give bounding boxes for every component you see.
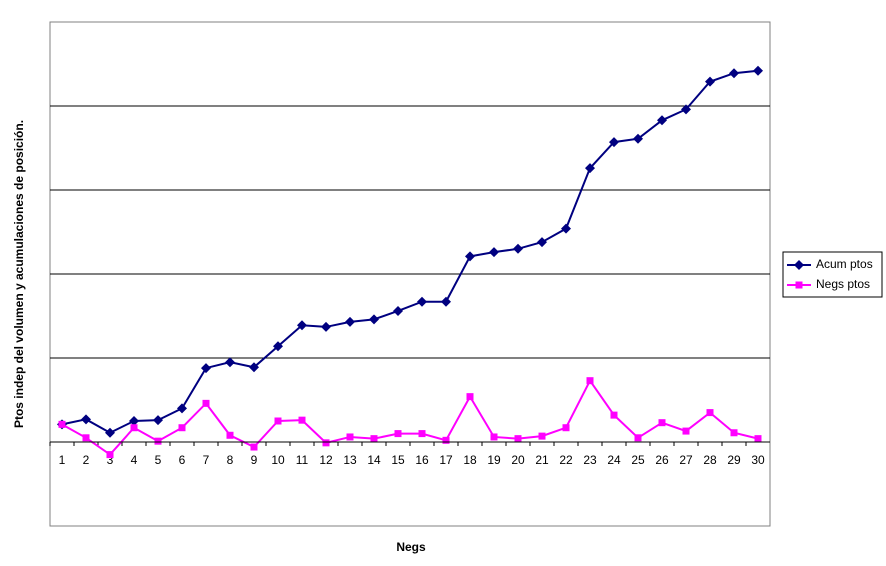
marker	[466, 393, 474, 401]
marker	[442, 436, 450, 444]
x-tick-label: 14	[367, 453, 381, 467]
marker	[610, 411, 618, 419]
marker	[154, 437, 162, 445]
marker	[105, 427, 115, 438]
marker	[705, 76, 715, 87]
marker	[706, 409, 714, 417]
marker	[82, 434, 90, 442]
marker	[586, 377, 594, 385]
marker	[81, 414, 91, 425]
marker	[297, 320, 307, 331]
x-tick-label: 13	[343, 453, 357, 467]
x-tick-label: 23	[583, 453, 597, 467]
x-tick-label: 2	[83, 453, 90, 467]
x-tick-label: 30	[751, 453, 765, 467]
x-tick-label: 3	[107, 453, 114, 467]
x-tick-label: 24	[607, 453, 621, 467]
x-tick-label: 20	[511, 453, 525, 467]
marker	[441, 296, 451, 307]
marker	[369, 314, 379, 325]
marker	[634, 434, 642, 442]
marker	[418, 430, 426, 438]
marker	[346, 433, 354, 441]
x-tick-label: 11	[296, 453, 309, 467]
x-tick-label: 21	[535, 453, 549, 467]
marker	[273, 341, 283, 352]
marker	[58, 420, 66, 428]
marker	[417, 296, 427, 307]
legend-marker	[794, 260, 804, 270]
marker	[514, 435, 522, 443]
marker	[682, 427, 690, 435]
marker	[226, 431, 234, 439]
x-tick-label: 29	[727, 453, 741, 467]
marker	[562, 424, 570, 432]
marker	[394, 430, 402, 438]
marker	[370, 435, 378, 443]
marker	[225, 357, 235, 368]
marker	[153, 415, 163, 426]
x-tick-label: 5	[155, 453, 162, 467]
x-tick-label: 7	[203, 453, 210, 467]
legend	[782, 251, 883, 298]
x-tick-label: 6	[179, 453, 186, 467]
marker	[201, 363, 211, 374]
marker	[753, 65, 763, 76]
x-tick-label: 9	[251, 453, 258, 467]
marker	[298, 416, 306, 424]
marker	[393, 305, 403, 316]
x-tick-label: 17	[439, 453, 453, 467]
marker	[177, 403, 187, 414]
marker	[730, 429, 738, 437]
series-line	[61, 378, 759, 456]
marker	[321, 321, 331, 332]
marker	[657, 115, 667, 126]
x-tick-label: 10	[271, 453, 285, 467]
x-tick-label: 25	[631, 453, 645, 467]
marker	[274, 417, 282, 425]
x-axis-title: Negs	[396, 540, 426, 554]
marker	[538, 432, 546, 440]
marker	[658, 419, 666, 427]
legend-label: Negs ptos	[816, 277, 870, 291]
x-tick-label: 22	[559, 453, 573, 467]
x-tick-label: 1	[59, 453, 66, 467]
marker	[754, 435, 762, 443]
marker	[490, 433, 498, 441]
marker	[609, 137, 619, 148]
legend-marker	[795, 281, 803, 289]
legend-label: Acum ptos	[816, 257, 873, 271]
marker	[489, 247, 499, 258]
marker	[729, 68, 739, 79]
marker	[345, 316, 355, 327]
x-tick-label: 19	[487, 453, 501, 467]
marker	[513, 243, 523, 254]
marker	[633, 133, 643, 144]
marker	[465, 251, 475, 262]
x-tick-label: 27	[679, 453, 693, 467]
marker	[202, 399, 210, 407]
y-axis-title: Ptos indep del volumen y acumulaciones d…	[12, 120, 26, 428]
marker	[178, 424, 186, 432]
marker	[249, 362, 259, 373]
marker	[130, 424, 138, 432]
marker	[129, 416, 139, 426]
marker	[250, 443, 258, 451]
marker	[106, 451, 114, 459]
x-tick-label: 4	[131, 453, 138, 467]
x-tick-label: 15	[391, 453, 405, 467]
x-tick-label: 18	[463, 453, 477, 467]
x-tick-label: 12	[319, 453, 333, 467]
marker	[561, 223, 571, 234]
series-line	[61, 69, 759, 434]
marker	[585, 163, 595, 174]
x-tick-label: 8	[227, 453, 234, 467]
x-tick-label: 16	[415, 453, 429, 467]
x-tick-label: 26	[655, 453, 669, 467]
x-tick-label: 28	[703, 453, 717, 467]
marker	[537, 237, 547, 248]
marker	[322, 439, 330, 447]
marker	[681, 104, 691, 115]
